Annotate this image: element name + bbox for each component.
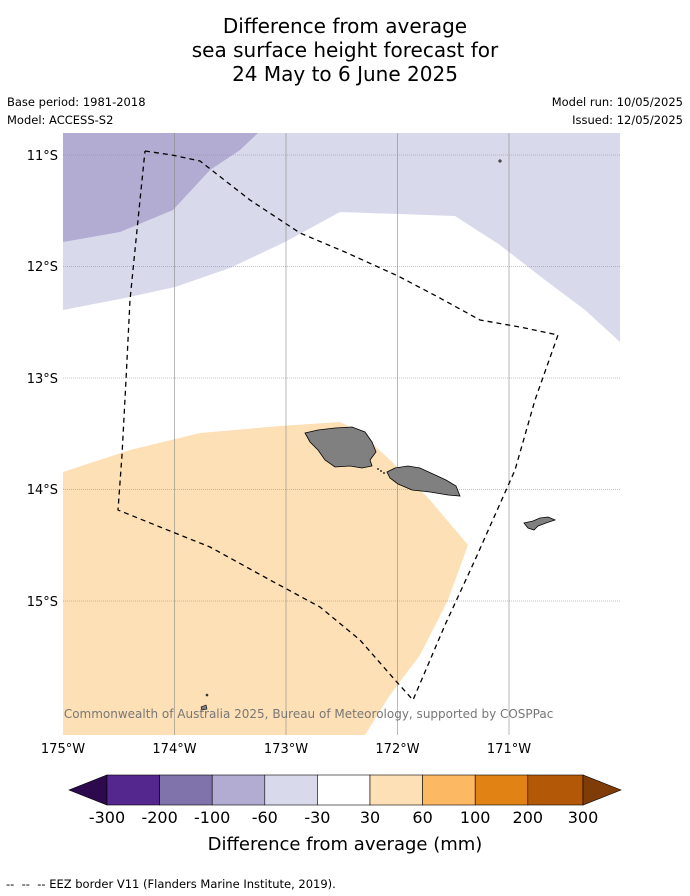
colorbar: -300 -200 -100 -60 -30 30 60 100 200 300… — [68, 774, 622, 855]
anomaly-region-minus-60 — [63, 133, 258, 242]
map-area: © Commonwealth of Australia 2025, Bureau… — [48, 133, 620, 735]
island-upolu — [386, 465, 461, 497]
colorbar-swatch — [106, 774, 160, 806]
colorbar-tick: -100 — [194, 808, 230, 827]
lat-label: 13°S — [27, 372, 58, 387]
islet-small-south — [200, 704, 208, 711]
issued-date: Issued: 12/05/2025 — [572, 113, 683, 127]
colorbar-swatch — [317, 774, 371, 806]
title-line-1: Difference from average — [222, 14, 468, 38]
colorbar-swatch — [422, 774, 476, 806]
title-line-2: sea surface height forecast for — [191, 38, 499, 62]
model-run: Model run: 10/05/2025 — [551, 95, 683, 109]
colorbar-label: Difference from average (mm) — [208, 834, 483, 855]
lat-label: 14°S — [27, 483, 58, 498]
lon-label: 175°W — [41, 742, 85, 757]
lat-label: 15°S — [27, 595, 58, 610]
islet-dots — [377, 468, 385, 474]
colorbar-swatch — [474, 774, 529, 806]
model-name: Model: ACCESS-S2 — [7, 113, 114, 127]
colorbar-swatch — [211, 774, 266, 806]
colorbar-swatch — [159, 774, 213, 806]
colorbar-tick: 60 — [412, 808, 432, 827]
lon-label: 173°W — [264, 742, 308, 757]
colorbar-extend-high — [582, 774, 622, 806]
lon-label: 172°W — [375, 742, 419, 757]
colorbar-tick: -200 — [141, 808, 177, 827]
map-title: Difference from average sea surface heig… — [0, 14, 690, 86]
lon-axis: 175°W 174°W 173°W 172°W 171°W — [41, 742, 531, 757]
lat-label: 11°S — [27, 149, 58, 164]
colorbar-tick: 100 — [460, 808, 491, 827]
island-tutuila — [523, 516, 557, 531]
base-period: Base period: 1981-2018 — [7, 95, 146, 109]
colorbar-swatch — [369, 774, 423, 806]
colorbar-tick: -60 — [252, 808, 278, 827]
lon-label: 171°W — [487, 742, 531, 757]
anomaly-region-plus-30 — [63, 422, 468, 735]
title-line-3: 24 May to 6 June 2025 — [232, 62, 458, 86]
gridlines — [63, 133, 620, 735]
colorbar-swatch — [264, 774, 318, 806]
colorbar-tick: 300 — [568, 808, 599, 827]
eez-legend: -- -- -- EEZ border V11 (Flanders Marine… — [6, 877, 336, 891]
colorbar-tick: -30 — [304, 808, 330, 827]
islet-small-north — [498, 159, 502, 163]
lat-label: 12°S — [27, 260, 58, 275]
lat-axis: 11°S 12°S 13°S 14°S 15°S — [27, 149, 58, 610]
anomaly-region-minus-30 — [63, 133, 620, 342]
colorbar-swatch — [527, 774, 584, 806]
islet-small-south-2 — [205, 693, 209, 697]
map-credit: © Commonwealth of Australia 2025, Bureau… — [48, 707, 553, 721]
lon-label: 174°W — [152, 742, 196, 757]
colorbar-extend-low — [68, 774, 108, 806]
eez-legend-text: EEZ border V11 (Flanders Marine Institut… — [49, 877, 336, 891]
colorbar-tick: 200 — [513, 808, 544, 827]
eez-border — [117, 150, 559, 702]
colorbar-tick: 30 — [360, 808, 380, 827]
colorbar-tick: -300 — [89, 808, 125, 827]
eez-line-sample: -- -- -- — [6, 877, 46, 891]
island-savaii — [304, 426, 377, 469]
